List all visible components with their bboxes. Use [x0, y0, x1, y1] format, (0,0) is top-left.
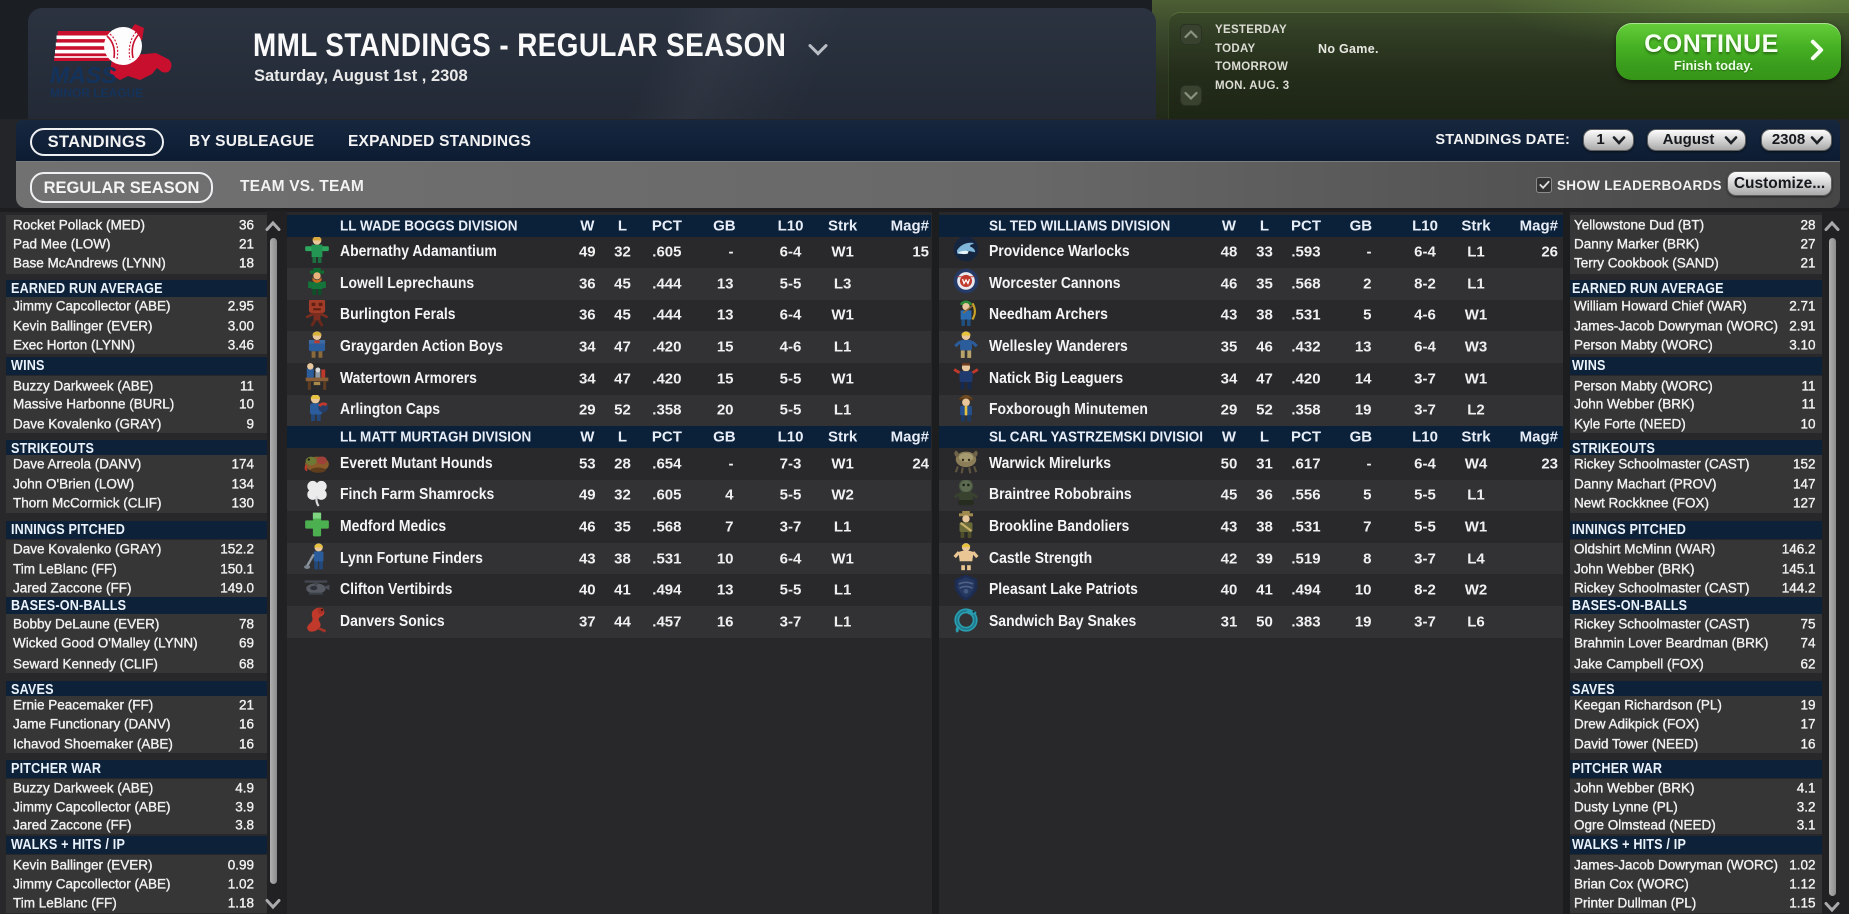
svg-text:MASS: MASS — [50, 62, 117, 88]
svg-text:MINOR LEAGUE: MINOR LEAGUE — [50, 86, 143, 100]
